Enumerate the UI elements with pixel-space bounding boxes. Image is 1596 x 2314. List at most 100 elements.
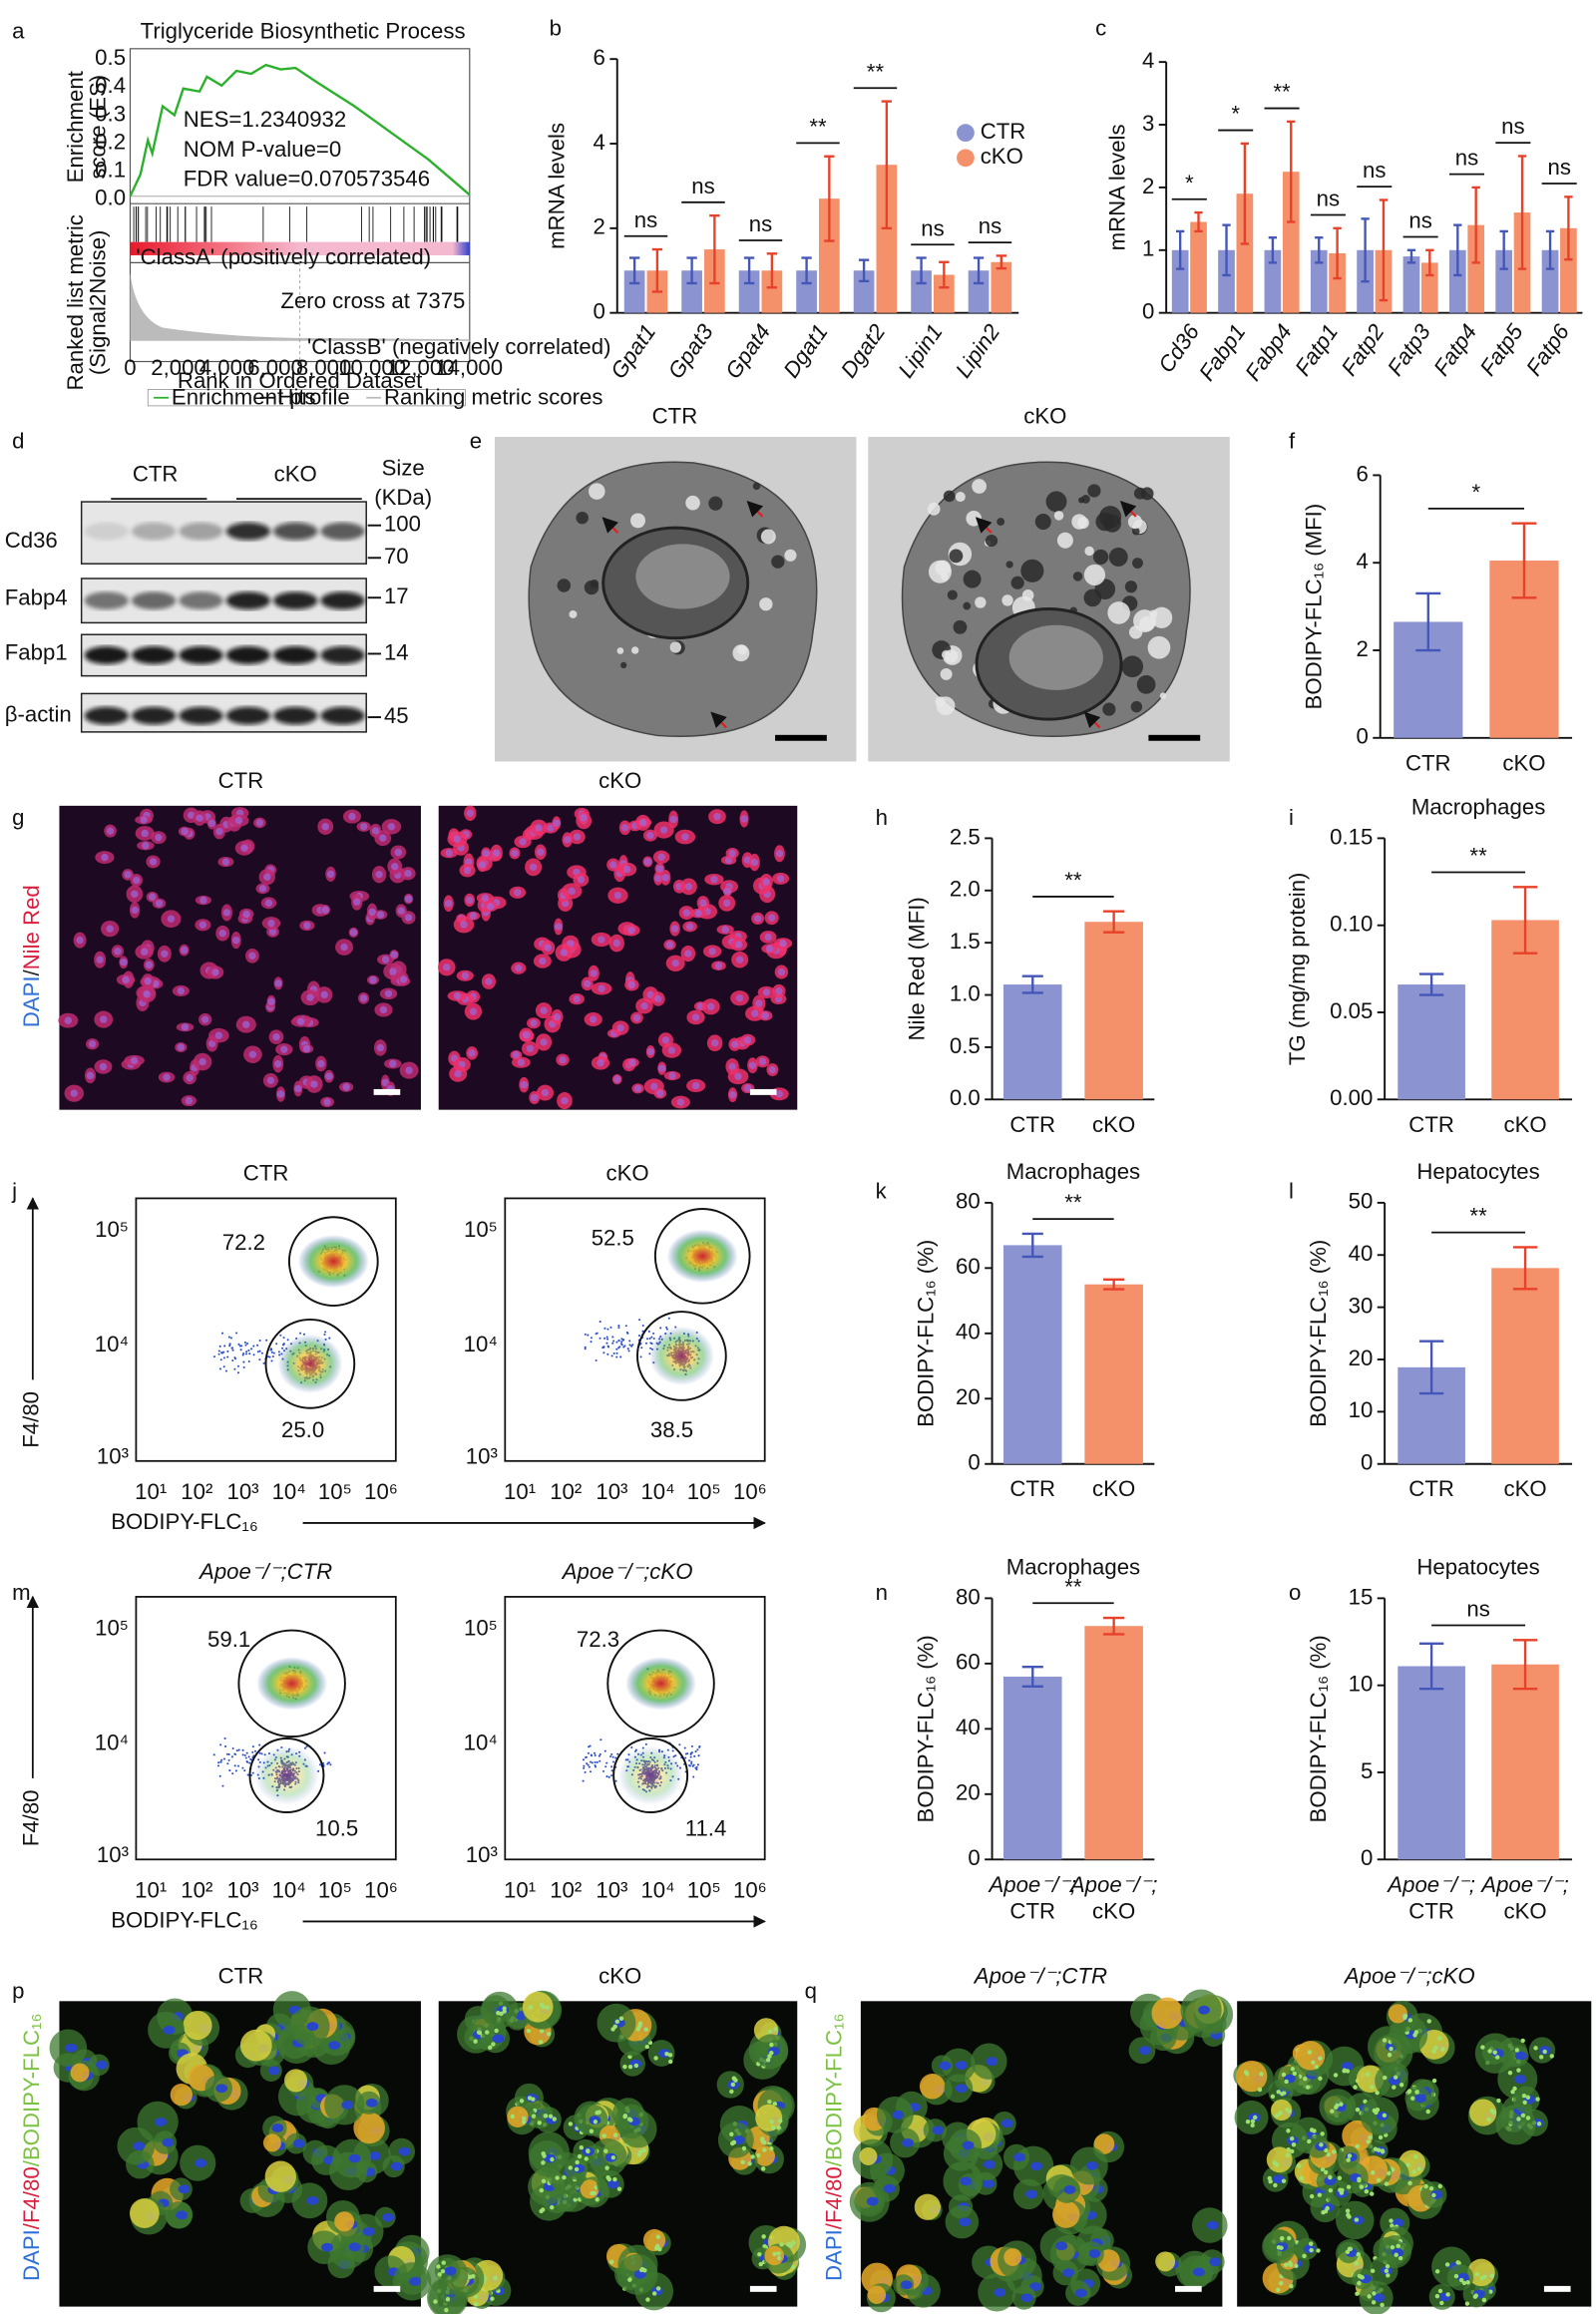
vesicle xyxy=(928,560,952,583)
nucleus xyxy=(124,871,132,879)
nucleus xyxy=(694,909,702,918)
flow-y-tick: 10³ xyxy=(97,1842,129,1867)
lipid-speck xyxy=(1371,2300,1377,2305)
micrograph xyxy=(58,805,421,1110)
vesicle xyxy=(685,495,700,511)
event-dot xyxy=(615,1355,618,1358)
nucleus xyxy=(708,948,716,956)
nucleus xyxy=(155,2118,168,2126)
event-dot xyxy=(272,1351,275,1354)
nucleus xyxy=(646,1047,654,1056)
event-dot xyxy=(324,1331,327,1334)
nucleus xyxy=(379,834,387,842)
event-dot xyxy=(584,1346,587,1349)
nucleus xyxy=(64,1016,73,1024)
gsea-x-tick: 0 xyxy=(124,355,136,380)
lipid-speck xyxy=(1355,2143,1360,2149)
lipid-speck xyxy=(444,2307,449,2313)
vesicle xyxy=(1124,580,1138,593)
event-dot xyxy=(652,1337,655,1341)
macrophage xyxy=(334,2211,355,2232)
nucleus xyxy=(293,2138,305,2148)
flow-x-tick: 10³ xyxy=(596,1479,627,1504)
flow-x-tick: 10⁵ xyxy=(318,1878,352,1903)
nucleus xyxy=(181,1023,190,1031)
nucleus xyxy=(101,853,109,862)
blot-band xyxy=(225,706,271,725)
blot-band xyxy=(84,646,130,664)
gate-value: 10.5 xyxy=(315,1816,358,1841)
lipid-speck xyxy=(440,2268,446,2274)
nucleus xyxy=(492,2034,505,2044)
lipid-speck xyxy=(761,2234,766,2239)
nucleus xyxy=(955,2084,968,2094)
legend-label: Hits xyxy=(277,384,315,409)
lipid-speck xyxy=(1259,2072,1264,2077)
lipid-speck xyxy=(1480,2045,1485,2050)
event-dot xyxy=(665,1326,668,1329)
nucleus xyxy=(258,885,267,893)
nucleus xyxy=(211,968,219,976)
lipid-speck xyxy=(1330,2109,1335,2114)
event-dot xyxy=(624,1325,627,1328)
nucleus xyxy=(597,1059,604,1067)
arrow xyxy=(601,517,619,534)
event-dot xyxy=(615,1341,618,1344)
lipid-speck xyxy=(740,2159,745,2164)
nucleus xyxy=(141,829,149,838)
nucleus xyxy=(155,833,163,842)
nucleus xyxy=(1139,2046,1151,2056)
vesicle xyxy=(940,667,953,680)
event-dot xyxy=(258,1358,261,1361)
nucleus xyxy=(529,863,538,872)
nucleus xyxy=(547,824,555,832)
nucleus xyxy=(466,809,474,818)
event-dot xyxy=(610,1765,613,1768)
lipid-speck xyxy=(1437,2183,1442,2189)
blot-band xyxy=(225,646,271,664)
event-dot xyxy=(231,1772,234,1775)
nucleus xyxy=(454,1069,462,1078)
nucleus xyxy=(376,1043,384,1052)
event-dot xyxy=(241,1766,244,1769)
stain-label-part: /BODIPY-FLC₁₆ xyxy=(822,2014,847,2167)
class-b: 'ClassB' (negatively correlated) xyxy=(307,334,610,359)
es-tick-label: 0.4 xyxy=(95,73,126,98)
nucleus xyxy=(559,1055,567,1064)
nucleus xyxy=(99,1062,108,1071)
nucleus xyxy=(758,1057,767,1066)
image-title: CTR xyxy=(218,1964,264,1989)
nucleus xyxy=(1414,2094,1427,2104)
event-dot xyxy=(641,1330,644,1333)
nucleus xyxy=(321,823,329,831)
lipid-speck xyxy=(579,2144,585,2150)
lipid-speck xyxy=(1413,2154,1418,2159)
event-dot xyxy=(221,1332,224,1335)
nucleus xyxy=(751,1009,759,1017)
nucleus xyxy=(199,1057,206,1066)
density-core xyxy=(277,1334,343,1393)
nucleus xyxy=(721,926,729,934)
nucleus xyxy=(384,989,393,997)
lipid-speck xyxy=(767,2054,772,2059)
lipid-speck xyxy=(494,2028,499,2034)
event-dot xyxy=(227,1758,230,1761)
lipid-speck xyxy=(1453,2273,1459,2279)
nucleus xyxy=(397,907,405,915)
size-marker: 45 xyxy=(384,703,409,728)
nucleus xyxy=(381,956,390,964)
lipid-speck xyxy=(1307,2138,1312,2144)
lipid-speck xyxy=(1494,2055,1500,2060)
macrophage xyxy=(1467,2258,1495,2287)
flow-x-tick: 10² xyxy=(181,1878,212,1903)
nucleus xyxy=(178,2184,191,2194)
lipid-speck xyxy=(1461,2280,1467,2286)
lipid-speck xyxy=(776,2251,781,2256)
nucleus xyxy=(267,2066,280,2076)
lipid-speck xyxy=(597,2110,601,2115)
lipid-speck xyxy=(1288,2260,1293,2266)
nucleus xyxy=(1025,2189,1038,2199)
stain-label-part: / xyxy=(19,969,44,976)
lipid-speck xyxy=(1294,2263,1299,2269)
nucleus xyxy=(382,2212,395,2222)
